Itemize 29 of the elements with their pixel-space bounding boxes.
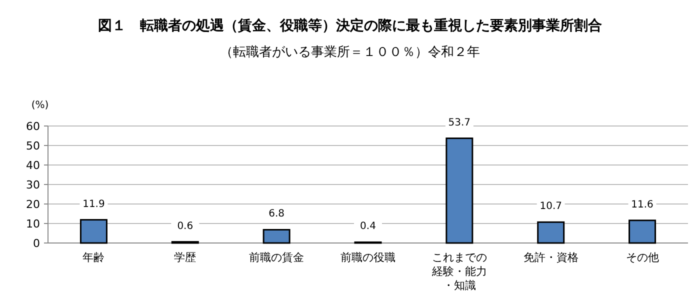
x-tick-label: 前職の役職 [340,251,396,264]
y-axis-title: (%) [31,100,49,111]
x-tick-label: 年齢 [82,251,105,264]
bar [446,138,474,244]
x-tick-label: これまでの経験・能力・知識 [430,251,487,292]
bar [628,220,656,244]
y-tick-label: 60 [26,120,40,133]
x-tick-label: 学歴 [174,251,196,264]
data-label: 0.4 [360,221,376,232]
bar [80,219,108,244]
x-tick-label: 前職の賃金 [249,251,304,264]
data-label: 0.6 [177,220,194,232]
data-label: 10.7 [540,201,562,212]
bar [537,221,565,244]
data-label: 53.7 [448,117,471,128]
chart-subtitle: （転職者がいる事業所＝１００％）令和２年 [220,45,480,60]
data-label: 11.9 [82,198,105,210]
data-label: 11.6 [631,199,654,210]
y-tick-label: 30 [26,178,40,192]
x-tick-label: 免許・資格 [523,251,578,264]
y-tick-label: 0 [33,237,40,250]
bar [262,228,290,244]
y-tick-label: 10 [26,218,40,230]
x-tick-label: その他 [626,251,659,264]
y-tick-label: 20 [26,198,40,211]
y-tick-label: 50 [26,140,40,152]
data-label: 6.8 [268,208,285,220]
y-tick-label: 40 [26,159,40,172]
chart-title: 図１ 転職者の処遇（賃金、役職等）決定の際に最も重視した要素別事業所割合 [98,17,602,34]
